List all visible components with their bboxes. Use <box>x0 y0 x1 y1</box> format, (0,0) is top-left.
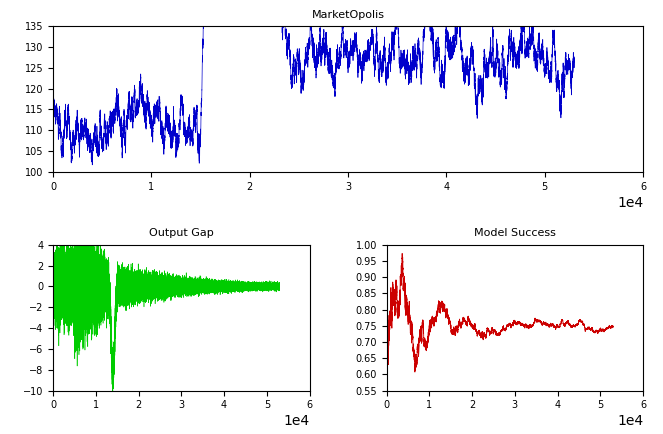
Title: MarketOpolis: MarketOpolis <box>312 10 385 20</box>
Title: Output Gap: Output Gap <box>149 228 213 238</box>
Title: Model Success: Model Success <box>474 228 556 238</box>
